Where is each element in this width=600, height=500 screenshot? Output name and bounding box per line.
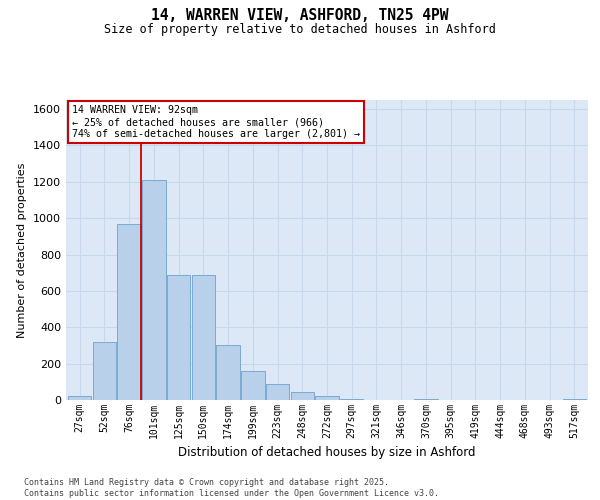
Bar <box>290 392 314 400</box>
Bar <box>68 396 91 400</box>
Bar <box>118 224 141 400</box>
Bar <box>216 346 240 400</box>
Text: Size of property relative to detached houses in Ashford: Size of property relative to detached ho… <box>104 22 496 36</box>
Bar <box>340 399 364 400</box>
Bar <box>191 274 215 400</box>
Text: Contains HM Land Registry data © Crown copyright and database right 2025.
Contai: Contains HM Land Registry data © Crown c… <box>24 478 439 498</box>
Bar <box>142 180 166 400</box>
Text: 14, WARREN VIEW, ASHFORD, TN25 4PW: 14, WARREN VIEW, ASHFORD, TN25 4PW <box>151 8 449 22</box>
Bar <box>414 399 438 400</box>
Bar <box>266 384 289 400</box>
Bar <box>167 274 190 400</box>
Bar <box>563 399 586 400</box>
Y-axis label: Number of detached properties: Number of detached properties <box>17 162 28 338</box>
Text: 14 WARREN VIEW: 92sqm
← 25% of detached houses are smaller (966)
74% of semi-det: 14 WARREN VIEW: 92sqm ← 25% of detached … <box>72 106 360 138</box>
Bar <box>315 396 339 400</box>
Bar <box>241 371 265 400</box>
Bar <box>92 342 116 400</box>
X-axis label: Distribution of detached houses by size in Ashford: Distribution of detached houses by size … <box>178 446 476 460</box>
